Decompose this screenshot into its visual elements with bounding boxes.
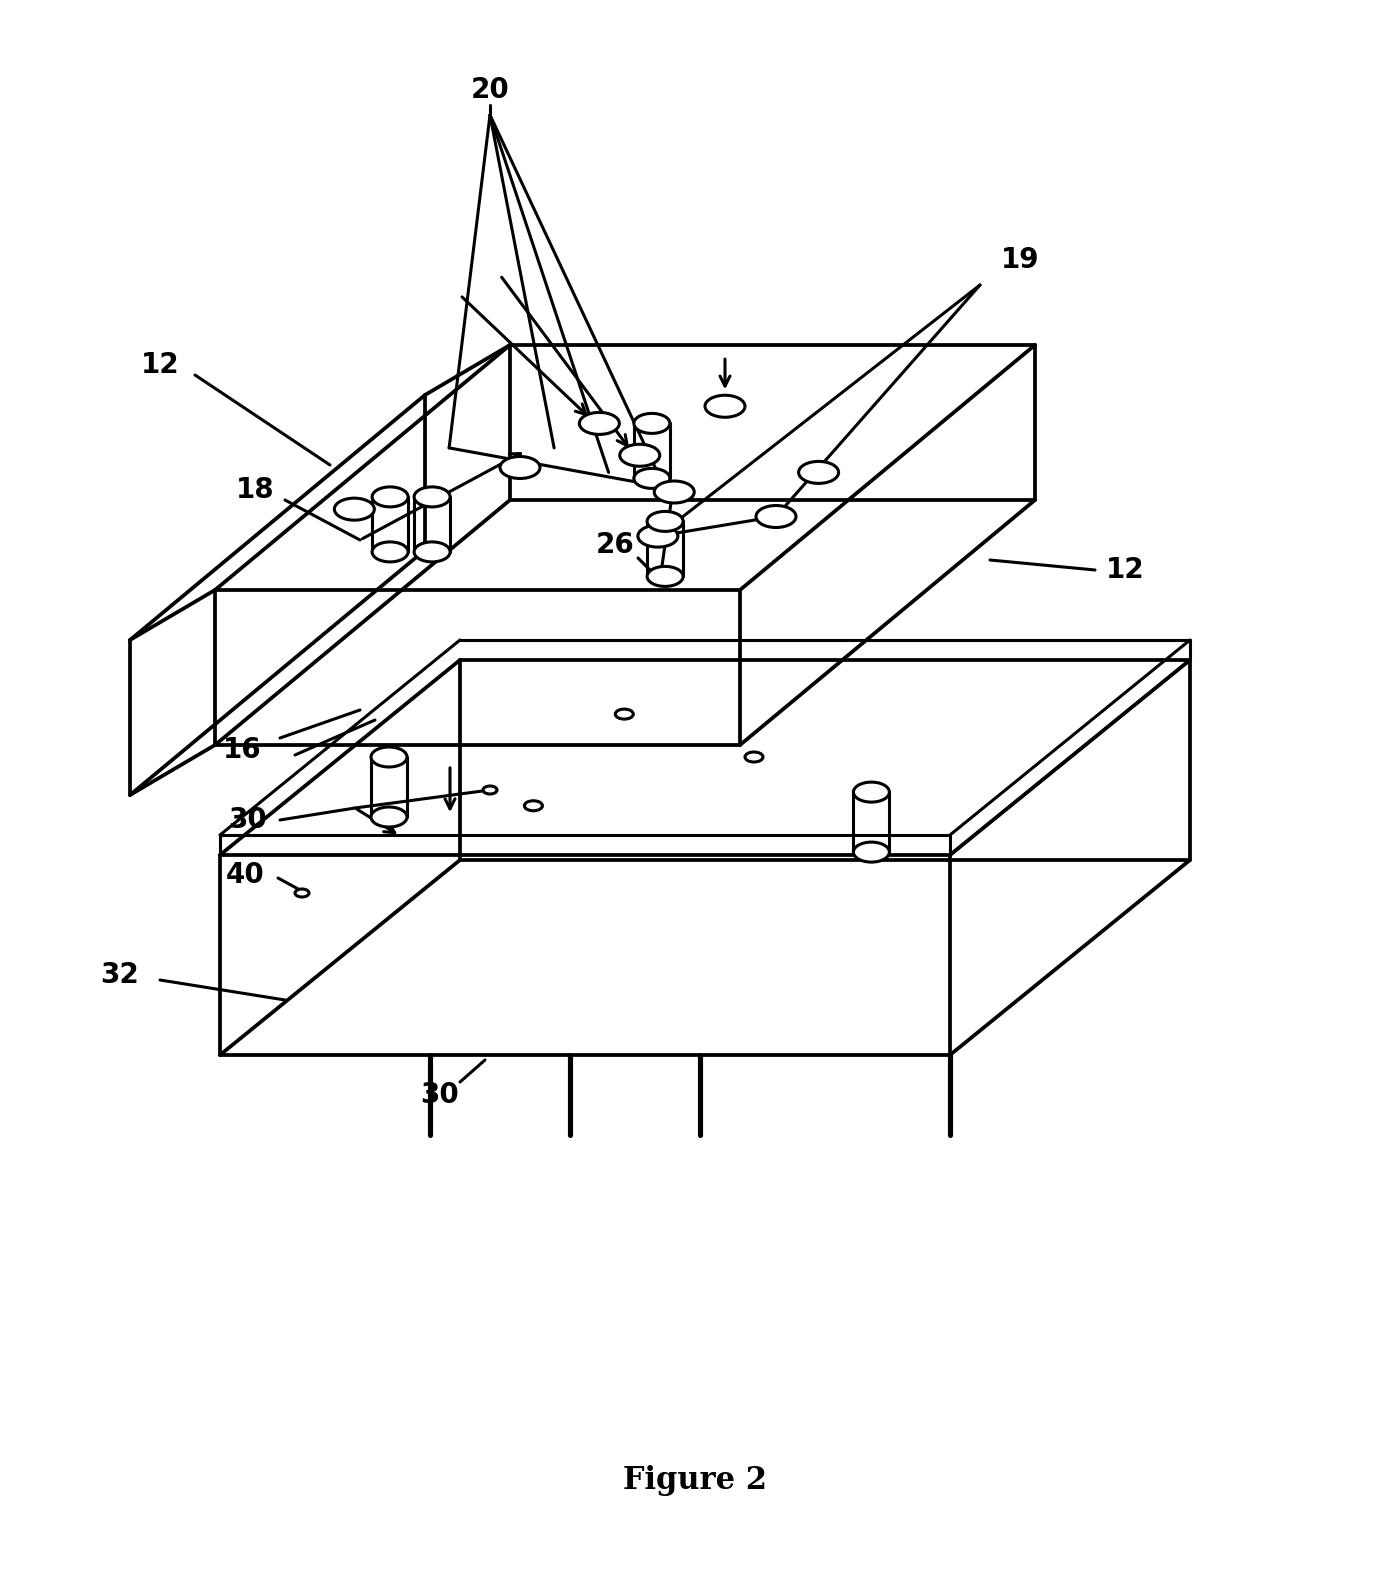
Ellipse shape [616,710,634,719]
Ellipse shape [648,567,682,586]
Text: 26: 26 [596,530,634,559]
Ellipse shape [745,753,763,762]
Ellipse shape [620,445,660,467]
Ellipse shape [482,786,498,794]
Text: 32: 32 [100,961,139,989]
Ellipse shape [414,488,450,507]
Ellipse shape [371,746,407,767]
Text: 20: 20 [471,76,509,103]
Ellipse shape [648,511,682,532]
Ellipse shape [335,499,374,521]
Ellipse shape [638,526,678,548]
Ellipse shape [799,462,838,483]
Ellipse shape [373,542,409,562]
Ellipse shape [373,488,409,507]
Text: 12: 12 [1105,556,1144,584]
Ellipse shape [295,889,309,897]
Ellipse shape [371,807,407,827]
Text: 12: 12 [140,351,179,380]
Ellipse shape [634,468,670,489]
Ellipse shape [853,842,890,862]
Ellipse shape [524,800,542,811]
Ellipse shape [756,505,796,527]
Ellipse shape [853,783,890,802]
Text: 16: 16 [222,735,261,764]
Ellipse shape [634,413,670,434]
Text: Figure 2: Figure 2 [623,1464,767,1496]
Ellipse shape [580,413,620,435]
Text: 18: 18 [236,476,274,503]
Text: 40: 40 [225,861,264,889]
Text: 19: 19 [1001,246,1040,275]
Text: 30: 30 [228,807,267,834]
Ellipse shape [414,542,450,562]
Ellipse shape [705,395,745,418]
Text: 30: 30 [421,1081,459,1108]
Ellipse shape [655,481,694,503]
Ellipse shape [500,456,539,478]
